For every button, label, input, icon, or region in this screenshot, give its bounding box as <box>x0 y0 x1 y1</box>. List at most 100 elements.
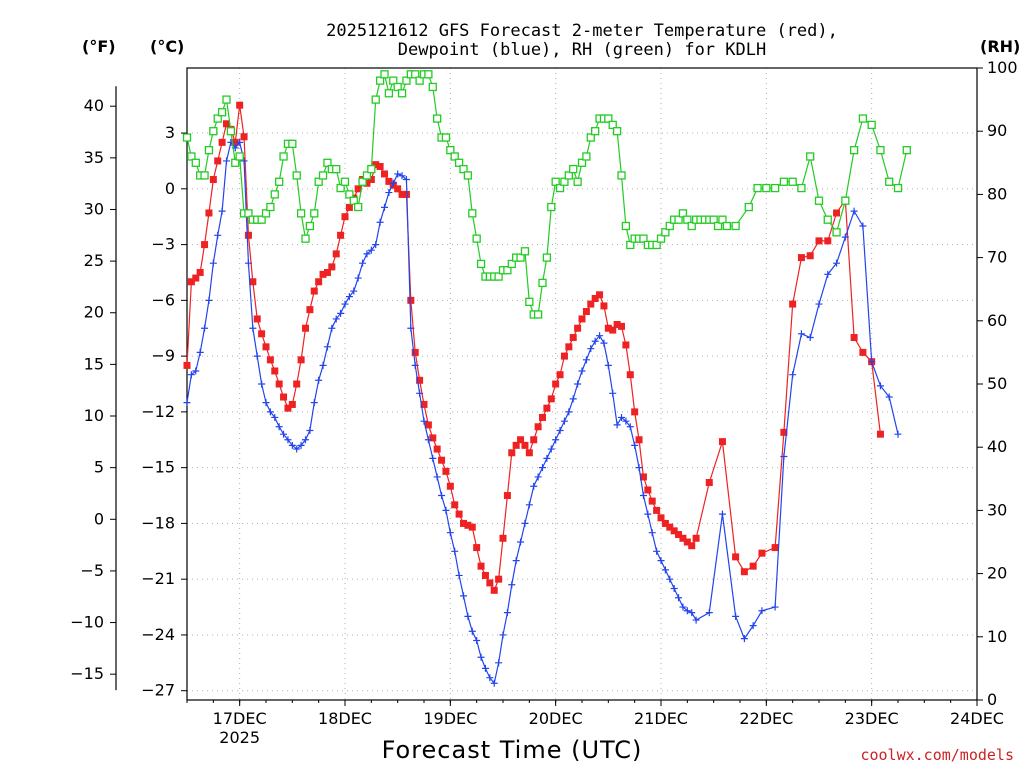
rh-point <box>463 171 473 180</box>
temperature-point <box>367 176 375 184</box>
rh-point <box>472 234 481 243</box>
rh-point <box>217 108 227 117</box>
dewpoint-point <box>481 664 489 672</box>
temperature-point <box>556 371 564 379</box>
dewpoint-point <box>359 259 367 267</box>
rh-point <box>797 183 806 193</box>
rh-point <box>371 95 380 104</box>
rh-point <box>788 177 797 186</box>
rh-point <box>718 215 727 224</box>
dewpoint-point <box>530 482 538 490</box>
dewpoint-point <box>560 417 568 425</box>
rh-point <box>336 183 345 193</box>
temperature-point <box>670 527 678 535</box>
rh-point <box>902 146 911 155</box>
temperature-point <box>183 361 191 369</box>
rh-point <box>261 209 271 218</box>
rh-point <box>367 164 376 174</box>
temperature-point <box>438 456 446 464</box>
temperature-point <box>218 138 226 146</box>
temperature-point <box>876 430 884 438</box>
temperature-point <box>288 400 296 408</box>
fahrenheit-tick-label: −5 <box>80 561 104 580</box>
rh-point <box>678 209 688 218</box>
rh-point <box>494 272 503 281</box>
rh-point <box>266 202 275 212</box>
temperature-point <box>635 436 643 444</box>
rh-point <box>507 259 516 269</box>
dewpoint-point <box>705 609 713 617</box>
rh-point <box>533 310 543 319</box>
rh-point <box>674 215 683 224</box>
fahrenheit-tick-label: 0 <box>94 509 104 528</box>
rh-point <box>582 152 591 161</box>
dewpoint-point <box>732 612 740 620</box>
dewpoint-point <box>771 603 779 611</box>
dewpoint-point <box>280 430 288 438</box>
temperature-point <box>824 237 832 245</box>
x-tick-label: 20DEC <box>529 709 583 728</box>
temperature-point <box>262 343 270 351</box>
grid-lines <box>187 68 977 700</box>
temperature-point <box>618 322 625 330</box>
rh-tick-label: 100 <box>987 58 1018 77</box>
temperature-point <box>565 343 573 351</box>
rh-point <box>626 240 635 250</box>
rh-point <box>226 127 236 136</box>
dewpoint-point <box>223 157 230 165</box>
rh-point <box>520 247 530 256</box>
dewpoint-point <box>648 529 656 537</box>
dewpoint-point <box>288 441 296 449</box>
temperature-point <box>455 510 463 518</box>
rh-point <box>586 133 595 142</box>
rh-point <box>468 209 477 218</box>
celsius-tick-label: −9 <box>151 346 175 365</box>
dewpoint-point <box>402 176 410 184</box>
temperature-point <box>644 486 652 494</box>
rh-tick-label: 60 <box>987 311 1007 330</box>
dewpoint-point <box>661 566 669 574</box>
dewpoint-point <box>297 441 305 449</box>
temperature-point <box>192 274 200 282</box>
dewpoint-point <box>850 207 858 215</box>
temperature-point <box>345 203 353 211</box>
dewpoint-point <box>345 293 353 301</box>
dewpoint-point <box>341 300 349 308</box>
x-tick-label: 21DEC <box>634 709 688 728</box>
rh-point <box>384 89 394 98</box>
celsius-tick-label: −21 <box>141 569 175 588</box>
series-dewpoint <box>183 138 902 687</box>
rh-point <box>604 114 613 123</box>
rh-point <box>358 177 367 186</box>
dewpoint-point <box>758 607 766 615</box>
temperature-point <box>534 423 542 431</box>
temperature-point <box>372 161 380 169</box>
fahrenheit-tick-label: −10 <box>70 613 104 632</box>
dewpoint-point <box>609 389 617 397</box>
dewpoint-point <box>433 473 441 481</box>
temperature-point <box>411 348 419 356</box>
dewpoint-point <box>789 371 797 379</box>
dewpoint-point <box>639 492 647 500</box>
rh-tick-label: 10 <box>987 627 1007 646</box>
dewpoint-point <box>626 423 634 431</box>
temperature-point <box>315 278 323 286</box>
temperature-point <box>297 356 305 364</box>
temperature-point <box>679 534 687 542</box>
dewpoint-point <box>718 510 726 518</box>
dewpoint-point <box>556 426 564 434</box>
rh-point <box>814 196 824 205</box>
x-tick-label: 17DEC <box>213 709 267 728</box>
rh-point <box>876 146 885 155</box>
rh-point <box>310 209 319 218</box>
temperature-point <box>354 185 362 193</box>
chart-title-line-1: 2025121612 GFS Forecast 2-meter Temperat… <box>326 21 838 41</box>
rh-tick-label: 50 <box>987 374 1007 393</box>
celsius-tick-label: −12 <box>141 402 175 421</box>
dewpoint-point <box>569 395 577 403</box>
temperature-point <box>525 449 533 457</box>
rh-point <box>555 183 565 193</box>
temperature-point <box>859 348 867 356</box>
temperature-point <box>574 324 582 332</box>
temperature-point <box>302 324 309 332</box>
